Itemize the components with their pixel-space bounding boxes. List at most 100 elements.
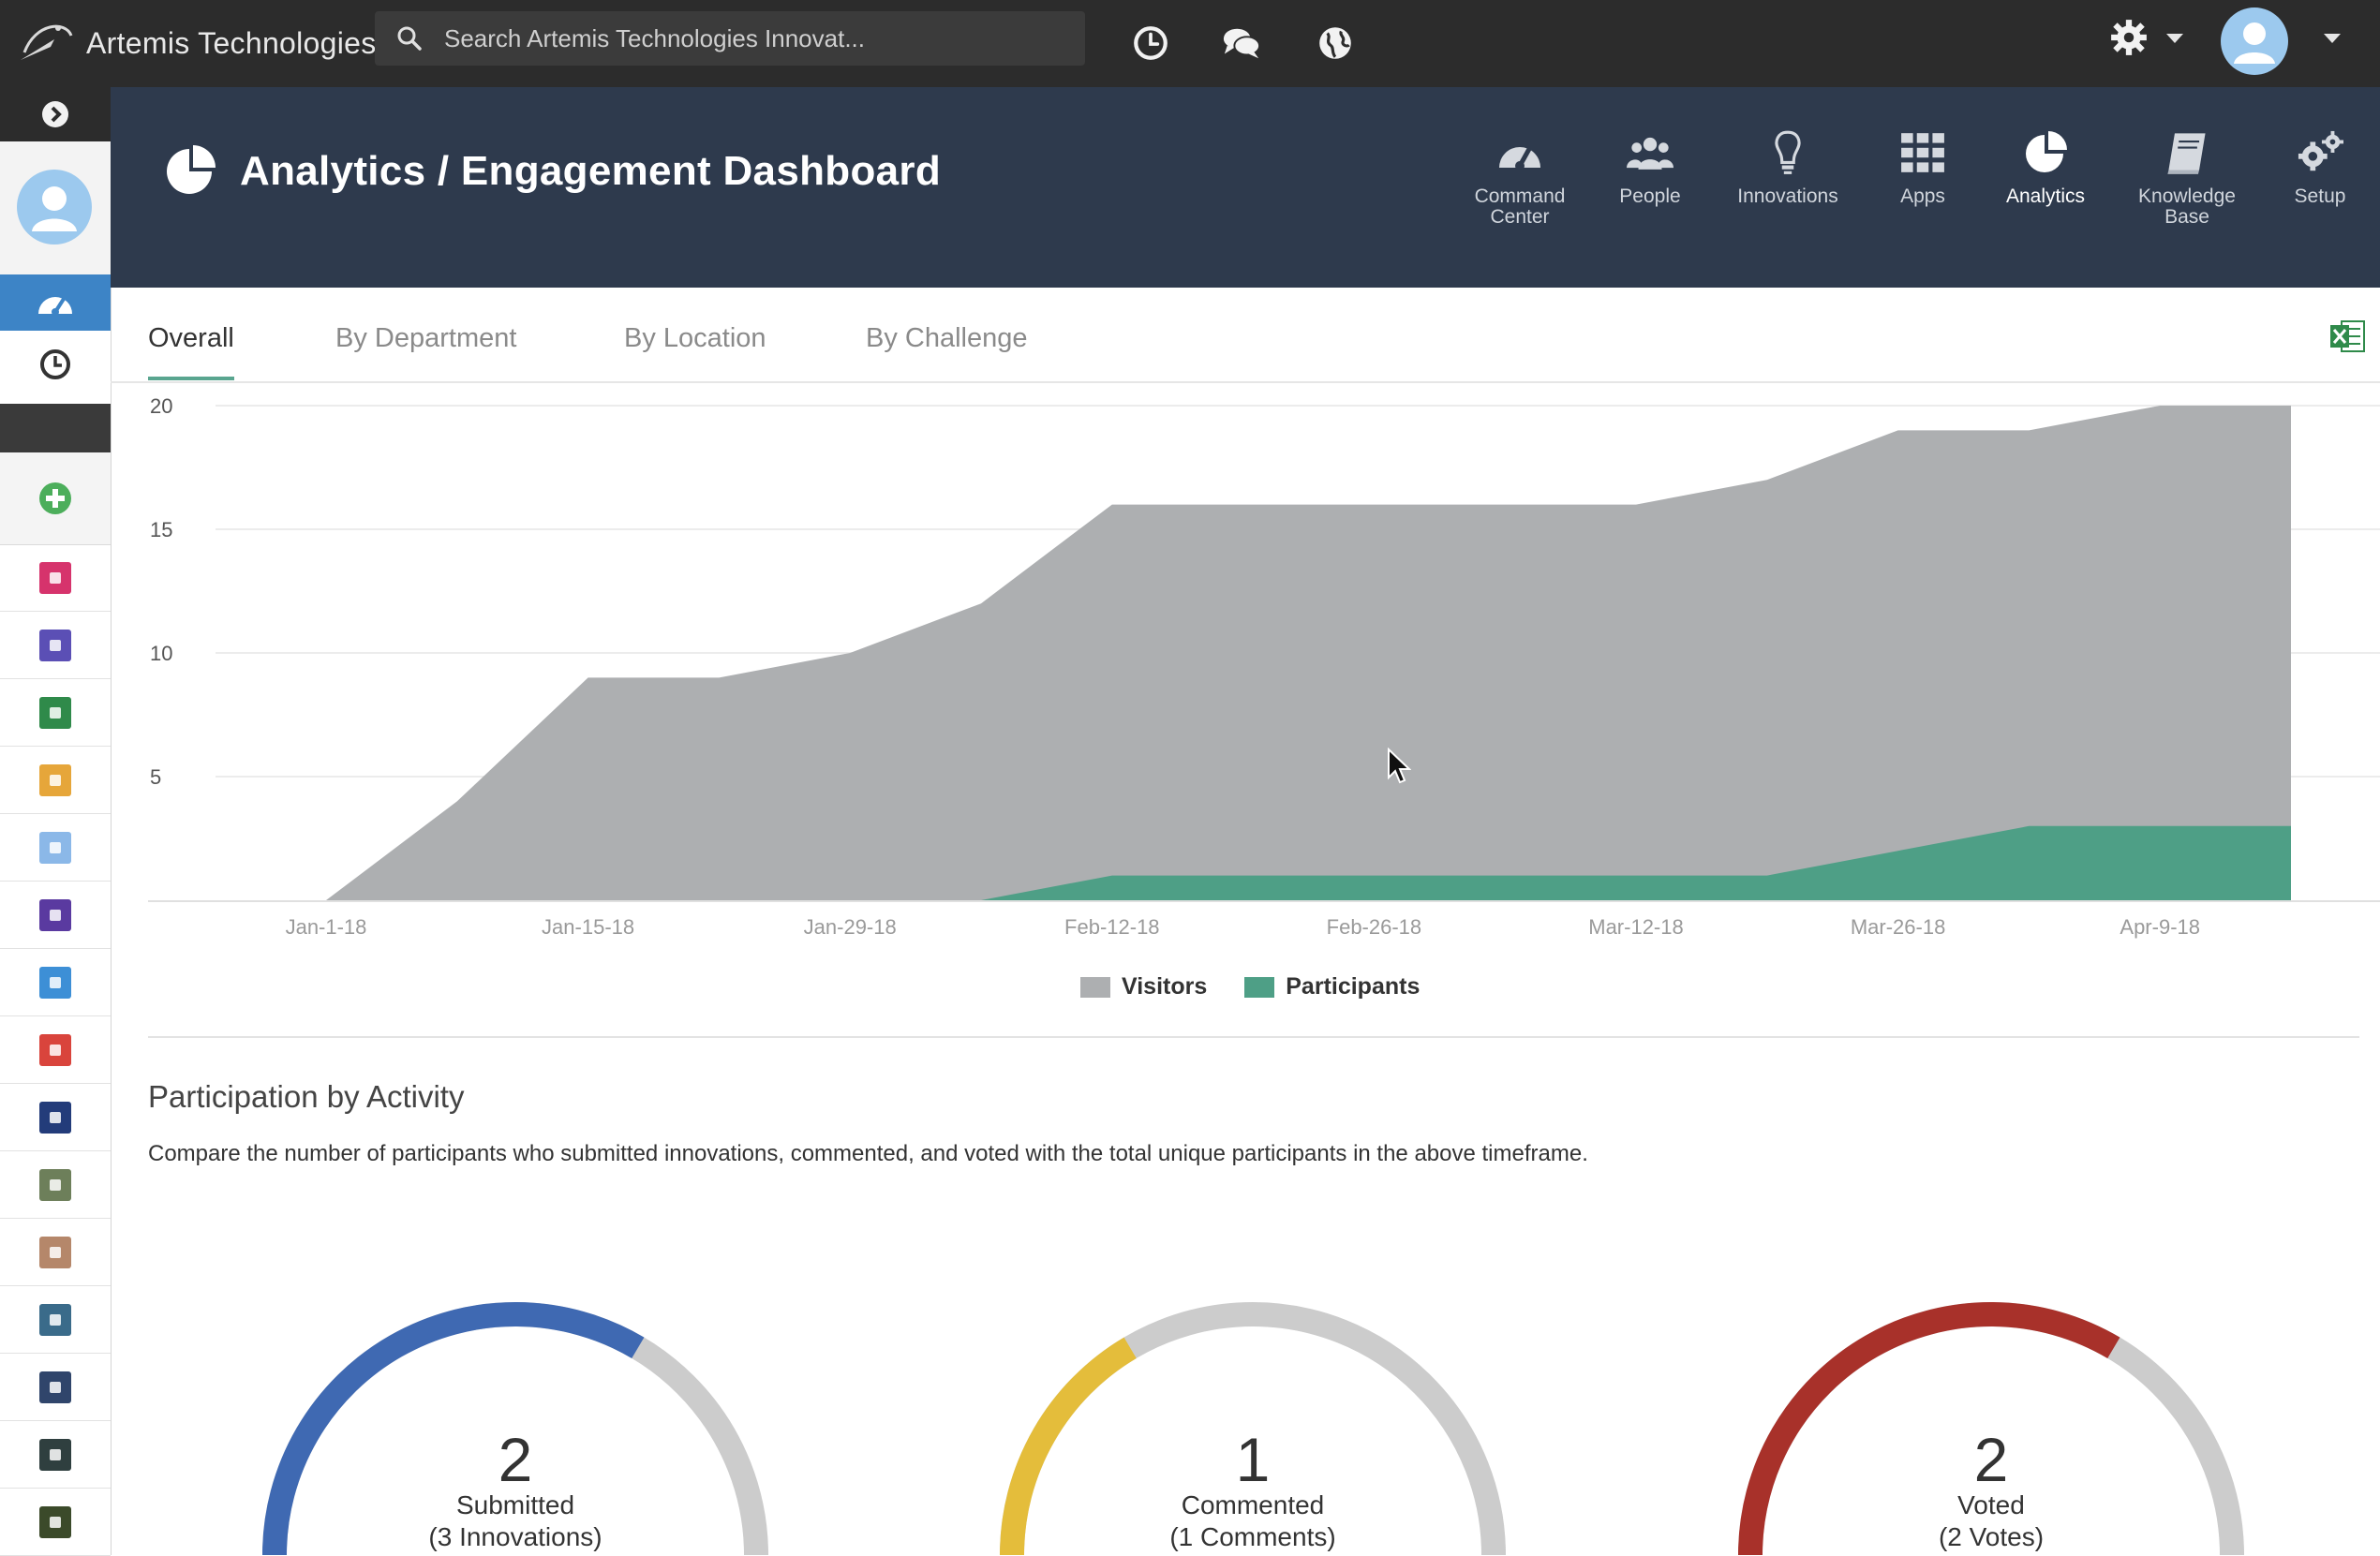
x-tick-label: Jan-15-18 bbox=[542, 915, 634, 939]
tab-overall[interactable]: Overall bbox=[148, 323, 234, 353]
series-area-visitors[interactable] bbox=[326, 406, 2291, 900]
nav-analytics[interactable]: Analytics bbox=[1980, 125, 2111, 207]
section-divider bbox=[148, 1036, 2359, 1038]
sidebar-challenge-item[interactable] bbox=[0, 1421, 111, 1489]
x-tick-label: Mar-26-18 bbox=[1851, 915, 1945, 939]
gauge-submitted-value: 2 bbox=[498, 1425, 533, 1494]
nav-innovations[interactable]: Innovations bbox=[1722, 125, 1853, 207]
challenge-thumbnail-icon bbox=[39, 696, 71, 729]
tab-by-challenge[interactable]: By Challenge bbox=[866, 323, 1028, 353]
gauge-voted-sublabel: (2 Votes) bbox=[1938, 1522, 2045, 1551]
y-tick-label: 10 bbox=[150, 642, 172, 665]
legend-swatch-visitors bbox=[1080, 976, 1110, 998]
sidebar-challenge-item[interactable] bbox=[0, 1084, 111, 1151]
gauge-voted: 2 Voted (2 Votes) bbox=[1729, 1293, 2254, 1555]
chat-icon[interactable] bbox=[1221, 22, 1262, 64]
nav-people[interactable]: People bbox=[1584, 125, 1716, 207]
sidebar-challenge-item[interactable] bbox=[0, 679, 111, 747]
settings-caret-icon[interactable] bbox=[2166, 34, 2183, 43]
challenge-thumbnail-icon bbox=[39, 629, 71, 661]
tab-by-department[interactable]: By Department bbox=[335, 323, 517, 353]
left-sidebar bbox=[0, 87, 112, 1556]
sidebar-challenge-item[interactable] bbox=[0, 747, 111, 814]
page-title: Analytics / Engagement Dashboard bbox=[240, 148, 941, 194]
globe-icon[interactable] bbox=[1315, 22, 1356, 64]
y-tick-label: 20 bbox=[150, 394, 172, 418]
sidebar-challenge-item[interactable] bbox=[0, 1151, 111, 1219]
x-tick-label: Jan-29-18 bbox=[804, 915, 897, 939]
sidebar-challenge-item[interactable] bbox=[0, 1016, 111, 1084]
challenge-thumbnail-icon bbox=[39, 898, 71, 931]
gauge-voted-value: 2 bbox=[1973, 1425, 2009, 1494]
gauge-commented-sublabel: (1 Comments) bbox=[1169, 1522, 1336, 1551]
challenge-thumbnail-icon bbox=[39, 1505, 71, 1538]
brand-logo[interactable]: Artemis Technologies bbox=[17, 15, 377, 71]
gear-icon[interactable] bbox=[2108, 17, 2149, 58]
sidebar-challenge-item[interactable] bbox=[0, 544, 111, 612]
challenge-thumbnail-icon bbox=[39, 1101, 71, 1134]
x-tick-label: Mar-12-18 bbox=[1588, 915, 1683, 939]
gauge-submitted-sublabel: (3 Innovations) bbox=[428, 1522, 602, 1551]
gauge-commented: 1 Commented (1 Comments) bbox=[990, 1293, 1515, 1555]
sidebar-avatar[interactable] bbox=[17, 170, 92, 245]
sidebar-add-button[interactable] bbox=[0, 452, 111, 545]
participation-title: Participation by Activity bbox=[148, 1079, 465, 1114]
series-area-participants[interactable] bbox=[326, 825, 2291, 900]
engagement-chart: 5 10 15 20 Jan-1-18 Jan-15-18 Jan-29-18 Feb-12-… bbox=[111, 383, 2380, 1039]
people-icon bbox=[1627, 137, 1673, 170]
user-silhouette-icon bbox=[2234, 22, 2275, 64]
gauge-fill bbox=[1000, 1337, 1137, 1555]
lightbulb-icon bbox=[1775, 130, 1801, 174]
tab-by-location[interactable]: By Location bbox=[624, 323, 766, 353]
nav-knowledge-base[interactable]: Knowledge Base bbox=[2121, 125, 2253, 228]
challenge-thumbnail-icon bbox=[39, 831, 71, 864]
user-menu-caret-icon[interactable] bbox=[2324, 34, 2341, 43]
nav-command-center[interactable]: Command Center bbox=[1454, 125, 1585, 228]
legend-item-participants[interactable]: Participants bbox=[1244, 973, 1420, 1000]
challenge-thumbnail-icon bbox=[39, 561, 71, 594]
pie-chart-icon bbox=[167, 145, 216, 194]
sidebar-profile[interactable] bbox=[0, 141, 111, 274]
analytics-tabs: Overall By Department By Location By Cha… bbox=[111, 288, 2380, 383]
nav-setup[interactable]: Setup bbox=[2254, 125, 2380, 207]
sidebar-section-divider bbox=[0, 404, 111, 452]
sidebar-item-recent[interactable] bbox=[0, 331, 111, 398]
sidebar-challenge-item[interactable] bbox=[0, 1219, 111, 1286]
gauge-fill bbox=[1738, 1302, 2120, 1555]
challenge-thumbnail-icon bbox=[39, 1371, 71, 1403]
sidebar-challenge-item[interactable] bbox=[0, 1489, 111, 1556]
brand-logo-icon bbox=[21, 24, 73, 60]
speedometer-icon bbox=[38, 297, 72, 316]
challenge-thumbnail-icon bbox=[39, 1303, 71, 1336]
sidebar-challenge-item[interactable] bbox=[0, 612, 111, 679]
sidebar-toggle-button[interactable] bbox=[0, 87, 111, 141]
pie-chart-icon bbox=[2026, 131, 2067, 172]
history-icon[interactable] bbox=[1130, 22, 1171, 64]
active-tab-indicator bbox=[148, 377, 234, 380]
gauge-fill bbox=[262, 1302, 645, 1555]
x-tick-label: Feb-12-18 bbox=[1064, 915, 1160, 939]
gauge-submitted-arc bbox=[262, 1302, 768, 1555]
excel-export-icon[interactable] bbox=[2328, 318, 2366, 355]
user-avatar[interactable] bbox=[2221, 7, 2288, 75]
search-icon bbox=[397, 26, 422, 51]
challenge-thumbnail-icon bbox=[39, 1168, 71, 1201]
sidebar-challenge-item[interactable] bbox=[0, 1286, 111, 1354]
x-tick-label: Jan-1-18 bbox=[286, 915, 367, 939]
area-chart: 5 10 15 20 Jan-1-18 Jan-15-18 Jan-29-18 Feb-12-… bbox=[148, 394, 2380, 939]
nav-apps[interactable]: Apps bbox=[1857, 125, 1988, 207]
challenge-thumbnail-icon bbox=[39, 1438, 71, 1471]
gauge-voted-label: Voted bbox=[1957, 1490, 2025, 1519]
challenge-thumbnail-icon bbox=[39, 1033, 71, 1066]
y-tick-label: 15 bbox=[150, 518, 172, 541]
sidebar-challenge-item[interactable] bbox=[0, 1354, 111, 1421]
legend-item-visitors[interactable]: Visitors bbox=[1080, 973, 1207, 1000]
sidebar-challenge-item[interactable] bbox=[0, 814, 111, 882]
x-tick-label: Apr-9-18 bbox=[2120, 915, 2200, 939]
sidebar-item-dashboard[interactable] bbox=[0, 274, 111, 331]
search-box[interactable] bbox=[375, 11, 1085, 66]
sidebar-challenge-item[interactable] bbox=[0, 949, 111, 1016]
gears-icon bbox=[2298, 130, 2343, 171]
search-input[interactable] bbox=[442, 22, 1064, 54]
sidebar-challenge-item[interactable] bbox=[0, 882, 111, 949]
